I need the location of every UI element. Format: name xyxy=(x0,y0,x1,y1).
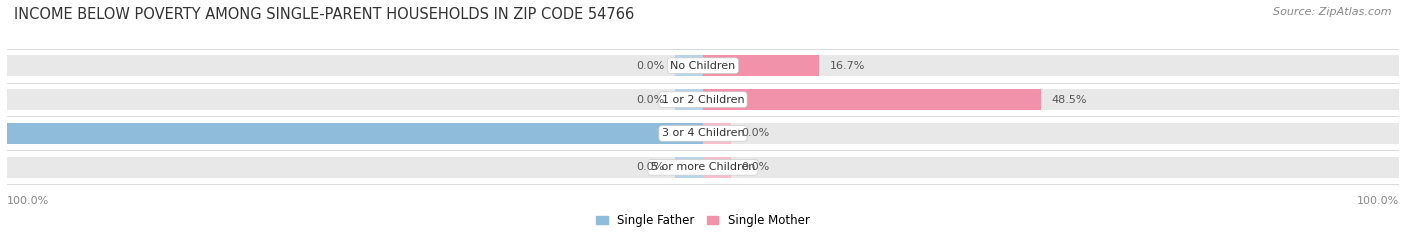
Text: 100.0%: 100.0% xyxy=(7,196,49,206)
Bar xyxy=(703,123,731,144)
Text: Source: ZipAtlas.com: Source: ZipAtlas.com xyxy=(1274,7,1392,17)
Text: 100.0%: 100.0% xyxy=(1357,196,1399,206)
Text: INCOME BELOW POVERTY AMONG SINGLE-PARENT HOUSEHOLDS IN ZIP CODE 54766: INCOME BELOW POVERTY AMONG SINGLE-PARENT… xyxy=(14,7,634,22)
Text: 0.0%: 0.0% xyxy=(637,61,665,71)
Bar xyxy=(675,157,703,178)
Bar xyxy=(675,55,703,76)
Bar xyxy=(7,123,1399,144)
Bar xyxy=(703,157,731,178)
Text: 0.0%: 0.0% xyxy=(637,95,665,105)
Text: 16.7%: 16.7% xyxy=(830,61,865,71)
Text: 0.0%: 0.0% xyxy=(741,128,769,138)
Bar xyxy=(7,89,1399,110)
Bar xyxy=(675,89,703,110)
Text: 0.0%: 0.0% xyxy=(637,162,665,172)
Text: 48.5%: 48.5% xyxy=(1052,95,1087,105)
Text: 0.0%: 0.0% xyxy=(741,162,769,172)
Text: 5 or more Children: 5 or more Children xyxy=(651,162,755,172)
Bar xyxy=(703,89,1040,110)
Legend: Single Father, Single Mother: Single Father, Single Mother xyxy=(596,214,810,227)
Text: 3 or 4 Children: 3 or 4 Children xyxy=(662,128,744,138)
Bar xyxy=(703,55,820,76)
Text: No Children: No Children xyxy=(671,61,735,71)
Text: 1 or 2 Children: 1 or 2 Children xyxy=(662,95,744,105)
Bar xyxy=(7,157,1399,178)
Bar xyxy=(7,123,703,144)
Bar xyxy=(7,55,1399,76)
